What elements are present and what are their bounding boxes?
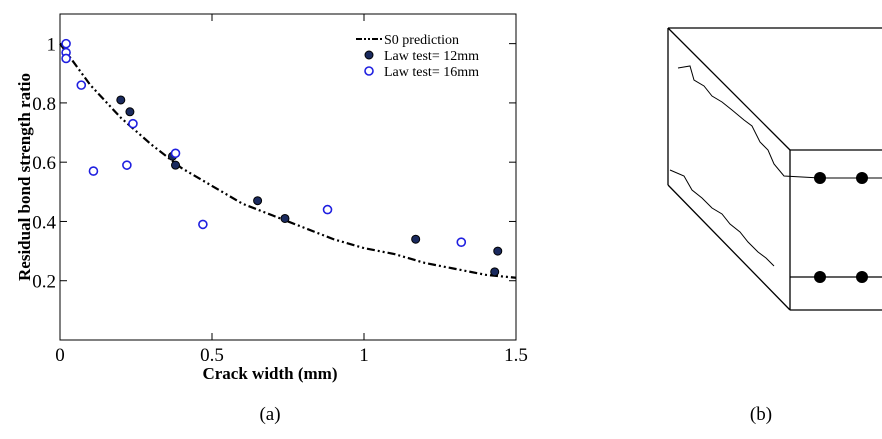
y-tick-label: 0.8 [32, 94, 56, 115]
data-point [122, 160, 132, 170]
data-point [456, 237, 467, 247]
data-point [61, 38, 71, 49]
data-point [198, 219, 208, 230]
data-point [76, 80, 87, 90]
y-axis-label: Residual bond strength ratio [15, 73, 34, 281]
data-point [128, 118, 138, 129]
data-point [125, 107, 135, 117]
x-tick-label: 1 [359, 345, 369, 366]
y-tick-label: 0.4 [32, 212, 56, 233]
data-point [280, 213, 290, 223]
beam-diagram [667, 27, 882, 311]
data-point [493, 246, 503, 256]
legend-label: Law test= 12mm [384, 49, 479, 64]
caption: (a) [259, 404, 280, 425]
x-tick-label: 0 [55, 345, 65, 366]
plot-frame [59, 13, 517, 341]
data-point [171, 160, 181, 170]
data-point [253, 196, 263, 206]
data-point [322, 204, 333, 215]
data-point [61, 53, 71, 64]
legend-label: Law test= 16mm [384, 65, 479, 80]
legend-label: S0 prediction [384, 33, 459, 48]
legend-marker [364, 50, 374, 60]
data-point [411, 234, 421, 244]
y-tick-label: 0.6 [32, 153, 56, 174]
data-point [490, 267, 500, 277]
x-tick-label: 0.5 [200, 345, 224, 366]
y-tick-label: 0.2 [32, 272, 56, 293]
x-tick-label: 1.5 [504, 345, 528, 366]
y-tick-label: 1 [47, 35, 57, 56]
x-axis-label: Crack width (mm) [202, 364, 337, 383]
data-point [88, 166, 99, 176]
rebar-dots [814, 172, 868, 283]
data-point [170, 148, 181, 159]
data-point [116, 95, 126, 105]
caption: (b) [750, 404, 772, 425]
legend-marker [364, 66, 374, 76]
